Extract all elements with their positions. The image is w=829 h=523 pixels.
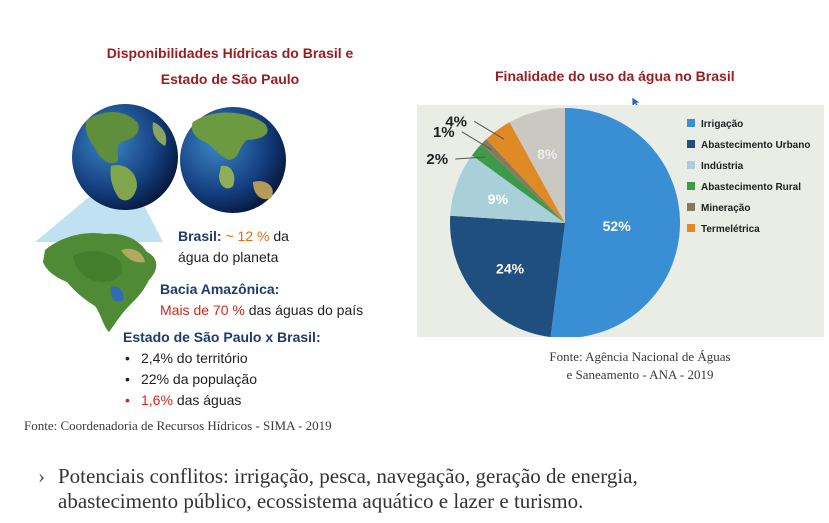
left-source: Fonte: Coordenadoria de Recursos Hídrico… xyxy=(24,418,332,433)
legend-label: Abastecimento Rural xyxy=(701,182,801,193)
brasil-fact: Brasil: ~ 12 % da água do planeta xyxy=(178,226,289,268)
globes-and-brazil-map xyxy=(35,104,286,332)
right-source-line2: e Saneamento - ANA - 2019 xyxy=(566,367,714,382)
sp-title: Estado de São Paulo x Brasil: xyxy=(123,329,321,345)
pie-chart: 52% 24% 9% 2% 1%4% 8% Irrigação Abastecimento … xyxy=(426,108,810,338)
pie-label: 24% xyxy=(496,260,525,276)
list-item: 2,4% do território xyxy=(123,348,321,369)
legend-label: Mineração xyxy=(701,203,750,214)
globe-asia-icon xyxy=(180,107,286,213)
bacia-fact: Bacia Amazônica: Mais de 70 % das águas … xyxy=(160,279,363,321)
pie-slice-5 xyxy=(486,122,565,223)
leader-line xyxy=(473,120,505,140)
left-title-line1: Disponibilidades Hídricas do Brasil e xyxy=(106,45,354,61)
brasil-line2: água do planeta xyxy=(178,249,279,265)
left-title-line2: Estado de São Paulo xyxy=(160,71,300,87)
brazil-map-icon xyxy=(43,232,157,332)
bacia-title: Bacia Amazônica: xyxy=(160,281,280,297)
bottom-text-line1: Potenciais conflitos: irrigação, pesca, … xyxy=(58,464,638,488)
pie-label: 2% xyxy=(426,151,448,168)
legend-swatch xyxy=(687,224,695,232)
legend-label: Irrigação xyxy=(701,119,743,130)
right-source: Fonte: Agência Nacional de Águas e Sanea… xyxy=(470,348,810,384)
bacia-rest: das águas do país xyxy=(248,302,364,318)
globe-americas-icon xyxy=(72,104,178,210)
pie-slice-4 xyxy=(481,139,565,223)
list-item: 1,6% das águas xyxy=(123,390,321,411)
pie-slice-other xyxy=(509,108,565,223)
right-source-line1: Fonte: Agência Nacional de Águas xyxy=(549,349,731,364)
pie-label: 52% xyxy=(603,218,632,234)
pie-slice-3 xyxy=(471,144,565,223)
brasil-suffix: da xyxy=(273,228,289,244)
pie-label: 9% xyxy=(488,191,509,207)
pie-chart-panel: 52% 24% 9% 2% 1% 4% 8% Irrigação Abastecimento … xyxy=(417,105,824,338)
legend-label: Termelétrica xyxy=(701,224,760,235)
leader-line xyxy=(461,131,493,151)
brasil-pct: ~ 12 % xyxy=(225,228,270,244)
legend-label: Abastecimento Urbano xyxy=(701,140,810,151)
legend-swatch xyxy=(687,161,695,169)
bottom-bullet: › Potenciais conflitos: irrigação, pesca,… xyxy=(38,464,813,514)
list-item: 22% da população xyxy=(123,369,321,390)
brasil-label: Brasil: xyxy=(178,228,222,244)
legend-swatch xyxy=(687,182,695,190)
sp-list: 2,4% do território 22% da população 1,6%… xyxy=(123,348,321,411)
chart-title: Finalidade do uso da água no Brasil xyxy=(495,68,735,84)
pie-slice-2 xyxy=(450,155,565,223)
chevron-right-icon: › xyxy=(38,464,45,488)
leader-line xyxy=(455,156,486,160)
left-title: Disponibilidades Hídricas do Brasil e Es… xyxy=(40,40,420,92)
pie-label: 4% xyxy=(445,113,467,130)
legend-swatch xyxy=(687,140,695,148)
legend-label: Indústria xyxy=(701,161,744,172)
pie-slice-1 xyxy=(450,215,565,338)
bottom-text-line2: abastecimento público, ecossistema aquát… xyxy=(58,489,584,513)
pie-label: 1% xyxy=(433,124,455,141)
legend-swatch xyxy=(687,203,695,211)
bacia-pct: Mais de 70 % xyxy=(160,302,245,318)
legend-swatch xyxy=(687,119,695,127)
sp-fact: Estado de São Paulo x Brasil: 2,4% do te… xyxy=(123,327,321,411)
pie-label: 8% xyxy=(537,146,558,162)
pie-slice-0 xyxy=(550,108,680,338)
